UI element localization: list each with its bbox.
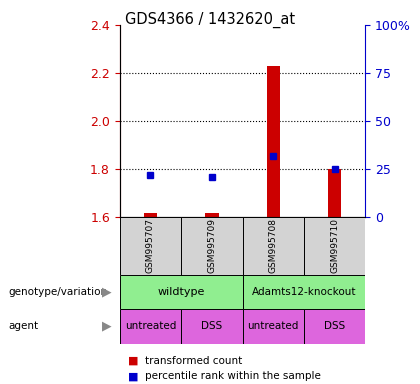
Bar [144,214,157,217]
Bar [328,169,341,217]
Bar [120,309,181,344]
Text: untreated: untreated [247,321,299,331]
Text: GSM995707: GSM995707 [146,218,155,273]
Bar [267,66,280,217]
Text: percentile rank within the sample: percentile rank within the sample [145,371,321,381]
Text: DSS: DSS [201,321,223,331]
Text: GSM995708: GSM995708 [269,218,278,273]
Text: untreated: untreated [125,321,176,331]
Text: DSS: DSS [324,321,345,331]
Text: GSM995709: GSM995709 [207,218,216,273]
Bar [120,217,181,275]
Text: ■: ■ [128,356,139,366]
Text: ▶: ▶ [102,320,112,333]
Bar [304,309,365,344]
Bar [243,309,304,344]
Bar [181,309,242,344]
Text: ▶: ▶ [102,285,112,298]
Text: wildtype: wildtype [158,287,205,297]
Bar [243,217,304,275]
Bar [304,217,365,275]
Text: ■: ■ [128,371,139,381]
Text: agent: agent [8,321,39,331]
Text: transformed count: transformed count [145,356,242,366]
Bar [120,275,243,309]
Text: genotype/variation: genotype/variation [8,287,108,297]
Bar [181,217,242,275]
Bar [205,214,218,217]
Text: GSM995710: GSM995710 [330,218,339,273]
Text: GDS4366 / 1432620_at: GDS4366 / 1432620_at [125,12,295,28]
Bar [243,275,365,309]
Text: Adamts12-knockout: Adamts12-knockout [252,287,356,297]
